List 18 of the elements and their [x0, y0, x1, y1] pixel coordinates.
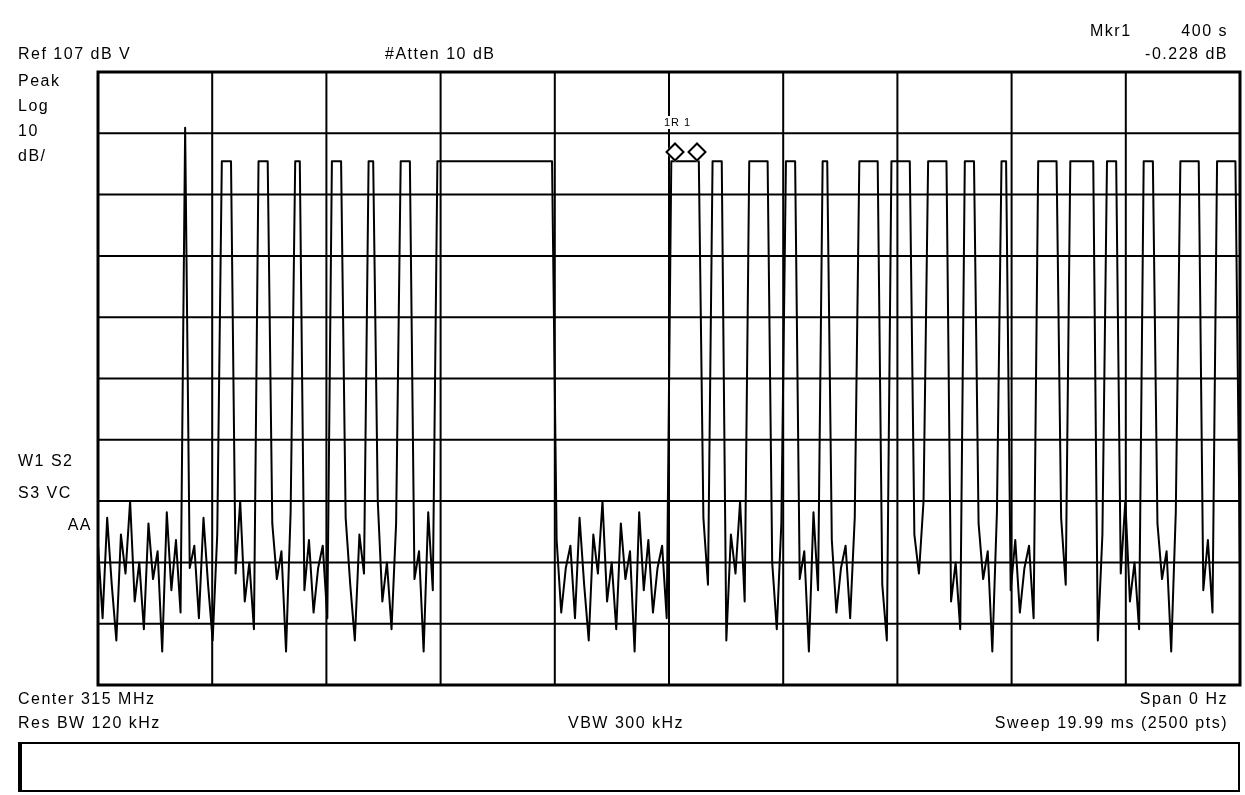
text: AA: [67, 516, 92, 534]
text: Res BW 120 kHz: [18, 714, 161, 732]
text: W1 S2: [18, 452, 74, 470]
text: Center 315 MHz: [18, 690, 156, 708]
annotation: 1R 1: [664, 116, 692, 129]
text: 10: [18, 122, 39, 140]
text: S3 VC: [18, 484, 72, 502]
text: -0.228 dB: [1145, 45, 1228, 63]
text: #Atten 10 dB: [385, 45, 496, 63]
text: Peak: [18, 72, 61, 90]
text: Mkr1: [1090, 22, 1132, 40]
text: dB/: [18, 147, 47, 165]
text: Log: [18, 97, 50, 115]
text: 400 s: [1181, 22, 1228, 40]
text: Span 0 Hz: [1139, 690, 1228, 708]
text: Ref 107 dB V: [18, 45, 132, 63]
text: VBW 300 kHz: [568, 714, 685, 732]
text: Sweep 19.99 ms (2500 pts): [994, 714, 1228, 732]
